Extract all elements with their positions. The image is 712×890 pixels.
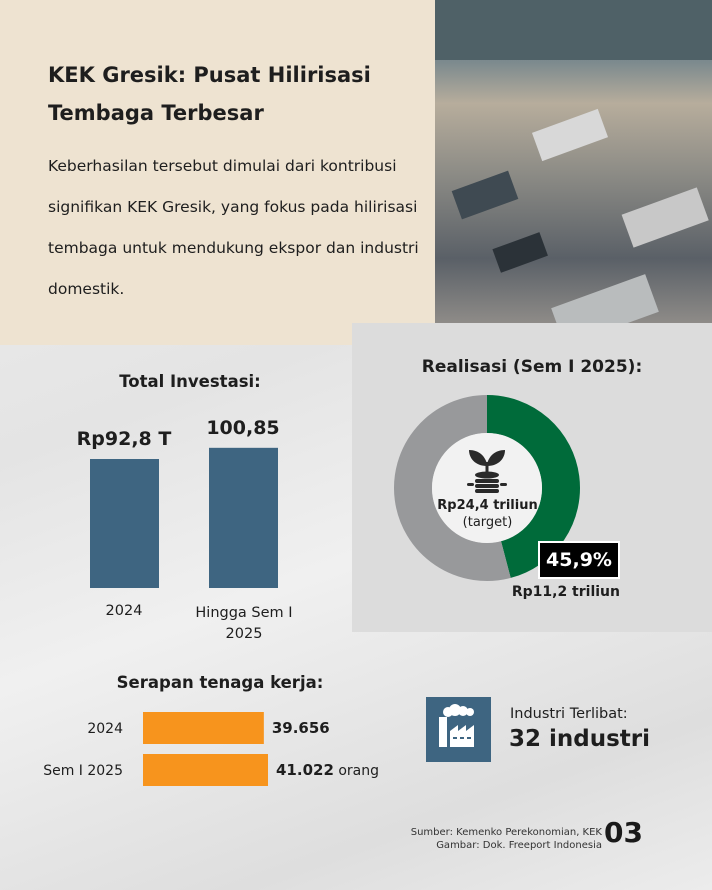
donut-slice — [394, 395, 511, 581]
industrial-area-photo — [435, 0, 712, 345]
labour-data-label: 39.656 — [272, 719, 330, 737]
photo-illustration — [435, 0, 712, 345]
x-label-2025: Hingga Sem I 2025 — [195, 605, 293, 642]
money-plant-icon — [467, 450, 507, 493]
page-number: 03 — [604, 816, 643, 849]
investment-chart-title: Total Investasi: — [119, 372, 261, 391]
industry-value: 32 industri — [509, 726, 651, 752]
realized-value: Rp11,2 triliun — [511, 584, 620, 600]
investment-data-label: 100,85 — [206, 417, 279, 439]
source-text: Sumber: Kemenko Perekonomian, KEK — [410, 827, 602, 838]
x-label-2024: 2024 — [105, 603, 143, 619]
intro-description: Keberhasilan tersebut dimulai dari kontr… — [48, 157, 419, 298]
footer-credits: Sumber: Kemenko Perekonomian, KEK Gambar… — [300, 826, 602, 852]
realisasi-title: Realisasi (Sem I 2025): — [421, 357, 643, 377]
realisasi-donut — [394, 395, 580, 581]
image-credit: Gambar: Dok. Freeport Indonesia — [436, 840, 602, 851]
labour-chart-title: Serapan tenaga kerja: — [116, 673, 324, 692]
percent-badge: 45,9% — [538, 541, 620, 579]
labour-data-label: 41.022 orang — [276, 761, 379, 779]
labour-bar — [143, 712, 264, 744]
investment-bar-chart: Rp92,8 T 100,85 — [77, 417, 280, 588]
target-value: Rp24,4 triliun — [437, 498, 538, 513]
factory-icon — [426, 697, 491, 762]
investment-data-label: Rp92,8 T — [77, 428, 172, 450]
page-title: KEK Gresik: Pusat Hilirisasi Tembaga Ter… — [48, 63, 371, 125]
intro-panel — [0, 0, 435, 345]
labour-bar — [143, 754, 268, 786]
investment-bar — [90, 459, 159, 588]
labour-category-label: 2024 — [87, 721, 123, 737]
target-note: (target) — [462, 515, 513, 530]
industry-label: Industri Terlibat: — [510, 706, 628, 722]
labour-bar-chart: 2024 39.656 Sem I 2025 41.022 orang — [43, 712, 379, 786]
labour-category-label: Sem I 2025 — [43, 763, 123, 779]
donut-slice — [486, 395, 580, 578]
investment-bar — [209, 447, 278, 588]
